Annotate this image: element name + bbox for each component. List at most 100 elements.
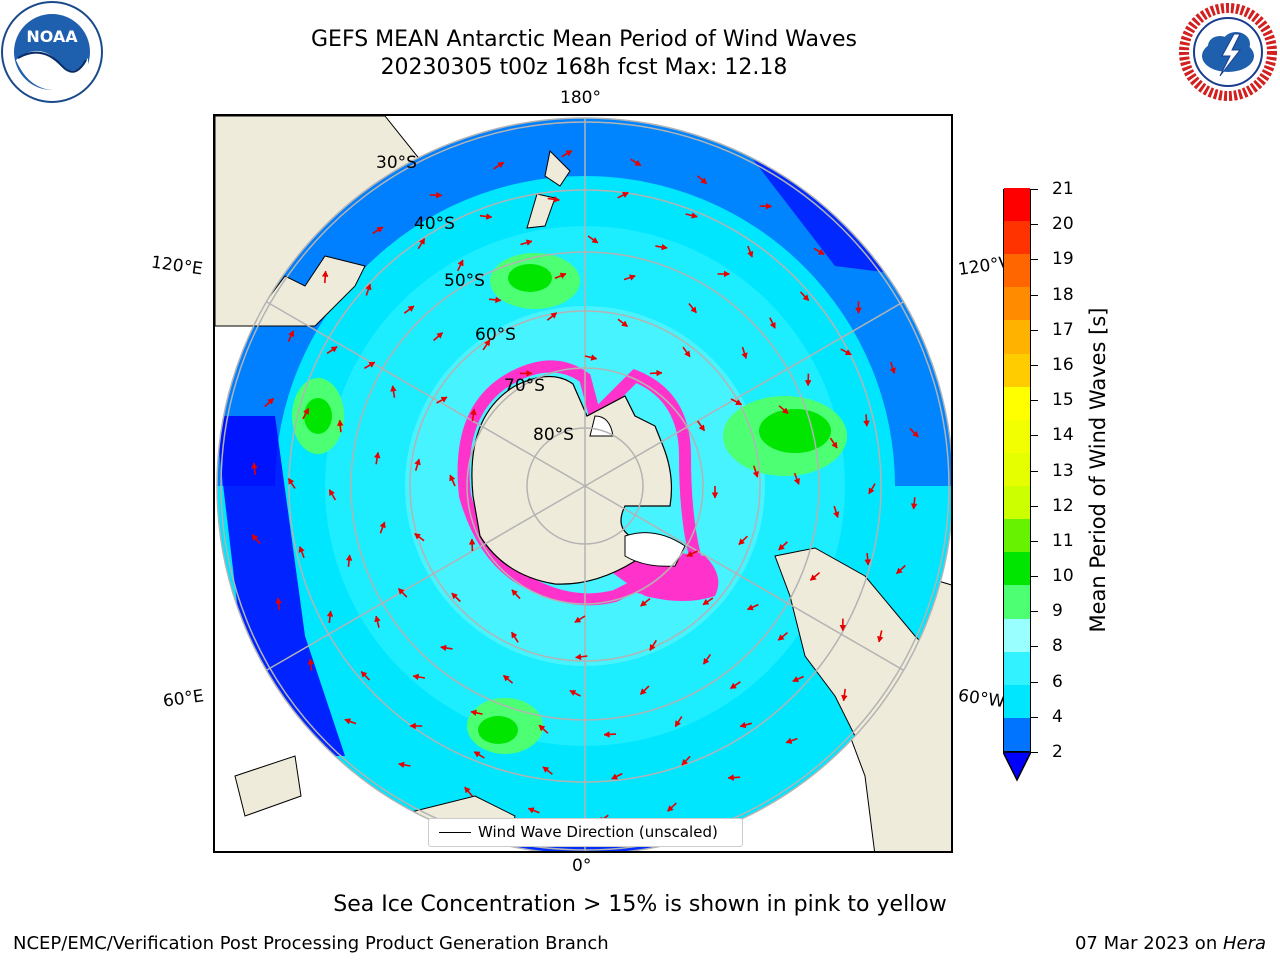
wind-wave-arrowhead [817, 248, 825, 255]
wind-wave-arrowhead [538, 724, 546, 732]
colorbar-band [1004, 353, 1030, 387]
wind-wave-arrowhead [329, 489, 335, 497]
wind-wave-arrowhead [703, 657, 710, 665]
colorbar-tick [1031, 224, 1038, 226]
wind-wave-arrowhead [752, 471, 759, 478]
lon-label-60e: 60°E [161, 686, 206, 712]
wind-wave-arrowhead [412, 673, 420, 681]
wind-wave-arrowhead [511, 631, 518, 639]
colorbar-tick [1031, 681, 1038, 683]
wind-wave-arrowhead [747, 250, 754, 258]
lon-label-0: 0° [572, 856, 592, 876]
wind-wave-arrowhead [727, 774, 734, 781]
wind-wave-arrowhead [330, 346, 338, 353]
wind-wave-arrowhead [360, 671, 368, 678]
wind-wave-arrowhead [804, 380, 812, 387]
colorbar-tick-label: 13 [1052, 460, 1074, 481]
wind-wave-arrowhead [574, 653, 582, 661]
wind-wave-arrowhead [409, 722, 416, 730]
wind-wave-arrowhead [765, 202, 773, 210]
colorbar-tick [1031, 364, 1038, 366]
wind-wave-arrowhead [910, 503, 918, 510]
wind-wave-arrowhead [640, 688, 647, 695]
wind-wave-arrowhead [792, 676, 800, 683]
polar-map-canvas [215, 116, 951, 851]
wind-wave-arrowhead [621, 320, 629, 327]
wind-wave-arrowhead [698, 424, 705, 432]
colorbar-tick-label: 19 [1052, 249, 1074, 270]
wind-wave-arrowhead [855, 307, 862, 314]
wind-wave-arrowhead [526, 370, 533, 377]
wind-wave-arrowhead [440, 644, 447, 652]
wind-wave-arrowhead [681, 758, 689, 766]
wind-wave-arrowhead [802, 294, 810, 301]
wind-wave-arrowhead [649, 643, 656, 651]
wind-wave-arrowhead [440, 396, 448, 403]
wind-wave-arrowhead [527, 807, 535, 814]
colorbar-band [1004, 419, 1030, 453]
wind-wave-arrowhead [468, 538, 476, 545]
colorbar-tick-label: 14 [1052, 425, 1074, 446]
wind-wave-arrowhead [729, 682, 737, 689]
wind-wave-arrowhead [436, 191, 443, 199]
wind-wave-arrowhead [621, 192, 629, 198]
wind-wave-arrowhead [326, 610, 334, 617]
wind-wave-arrowhead [511, 589, 518, 597]
colorbar-tick [1031, 752, 1038, 753]
wind-wave-arrowhead [414, 533, 421, 540]
footer-credit: NCEP/EMC/Verification Post Processing Pr… [13, 933, 609, 954]
wind-wave-arrowhead [603, 731, 610, 738]
lat-label-50s: 50°S [444, 271, 485, 291]
wind-wave-arrowhead [337, 419, 344, 426]
wind-wave-arrowhead [785, 737, 793, 744]
lat-label-80s: 80°S [533, 425, 574, 445]
wind-wave-arrowhead [251, 534, 259, 541]
colorbar-tick [1031, 576, 1038, 578]
footer-host: Hera [1222, 933, 1266, 954]
wind-wave-arrowhead [686, 550, 694, 557]
colorbar-band [1004, 618, 1030, 652]
wind-wave-arrowhead [634, 159, 642, 166]
wind-wave-arrowhead [700, 177, 707, 185]
colorbar-band [1004, 319, 1030, 354]
colorbar-tick [1031, 189, 1038, 190]
wind-wave-arrowhead [542, 766, 550, 773]
wind-wave-arrowhead [373, 451, 381, 459]
colorbar-tick-label: 20 [1052, 214, 1074, 235]
wind-wave-arrowhead [525, 239, 533, 246]
lon-label-120e: 120°E [149, 252, 204, 280]
wind-wave-arrowhead [778, 543, 785, 551]
wind-wave-arrowhead [839, 625, 847, 632]
wind-wave-arrowhead [809, 574, 817, 581]
wind-wave-arrowhead [739, 721, 747, 729]
sea-ice-note: Sea Ice Concentration > 15% is shown in … [333, 892, 947, 917]
legend-label: Wind Wave Direction (unscaled) [478, 823, 718, 841]
wind-wave-arrowhead [896, 567, 903, 575]
wind-wave-arrowhead [711, 492, 719, 499]
wind-wave-arrowhead [374, 615, 381, 623]
wind-wave-arrowhead [640, 600, 648, 607]
colorbar-band [1004, 684, 1030, 718]
wind-wave-arrowhead [495, 296, 502, 304]
lat-label-60s: 60°S [475, 325, 516, 345]
wind-wave-arrowhead [484, 339, 491, 347]
wind-wave-arrowhead [470, 709, 477, 716]
colorbar-title: Mean Period of Wind Waves [s] [1086, 307, 1110, 633]
wind-wave-arrowhead [591, 237, 599, 244]
chart-title: GEFS MEAN Antarctic Mean Period of Wind … [311, 27, 857, 52]
wind-wave-arrowhead [723, 270, 731, 278]
colorbar-band [1004, 286, 1030, 321]
colorbar-tick [1031, 435, 1038, 437]
wind-wave-arrowhead [379, 521, 386, 529]
wind-wave-arrowhead [831, 441, 838, 449]
footer-date-text: 07 Mar 2023 on [1074, 933, 1223, 954]
colorbar-tick [1031, 294, 1038, 296]
colorbar-tick-label: 4 [1052, 706, 1063, 727]
wind-wave-arrowhead [288, 477, 295, 485]
wind-wave-arrowhead [675, 720, 682, 728]
colorbar-band [1004, 551, 1030, 586]
wind-wave-arrowhead [690, 306, 697, 314]
wind-wave-arrowhead [390, 385, 397, 392]
wind-wave-arrowhead [368, 361, 376, 368]
colorbar-band [1004, 485, 1030, 520]
